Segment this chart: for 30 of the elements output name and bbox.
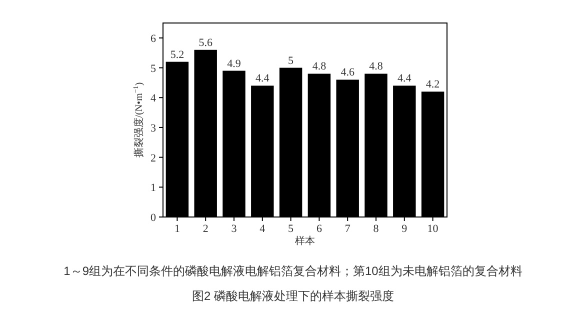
x-tick-label: 7 (344, 223, 351, 235)
data-label: 5.2 (170, 48, 184, 61)
data-label: 4.2 (426, 78, 440, 91)
data-label: 4.9 (227, 58, 242, 70)
x-tick-label: 1 (174, 223, 180, 235)
x-tick-label: 10 (427, 223, 439, 235)
data-label: 5.6 (198, 36, 213, 49)
y-tick-label: 4 (150, 92, 156, 105)
data-label: 4.4 (398, 72, 412, 85)
x-tick-label: 3 (231, 223, 238, 235)
text: 图2 磷酸电解液处理下的样本撕裂强度 (192, 289, 394, 303)
data-label: 4.8 (312, 60, 327, 73)
x-tick-label: 2 (202, 223, 208, 235)
y-tick-label: 3 (150, 122, 156, 134)
data-label: 4.6 (340, 66, 355, 79)
x-tick-label: 4 (260, 223, 266, 235)
data-label: 4.4 (256, 72, 270, 85)
text: 1～9组为在不同条件的磷酸电解液电解铝箔复合材料；第10组为未电解铝箔的复合材料 (64, 264, 522, 278)
x-tick-label: 6 (316, 223, 322, 235)
x-tick-label: 5 (288, 223, 294, 235)
y-tick-label: 2 (150, 152, 156, 164)
data-label: 4.8 (369, 60, 384, 73)
x-tick-label: 9 (402, 223, 408, 235)
x-axis-title: 样本 (295, 235, 315, 247)
x-tick-label: 8 (373, 223, 380, 235)
y-tick-label: 6 (150, 32, 156, 45)
y-tick-label: 0 (150, 212, 156, 224)
y-tick-label: 1 (150, 182, 156, 194)
data-label: 5 (288, 54, 294, 67)
y-tick-label: 5 (150, 62, 156, 75)
